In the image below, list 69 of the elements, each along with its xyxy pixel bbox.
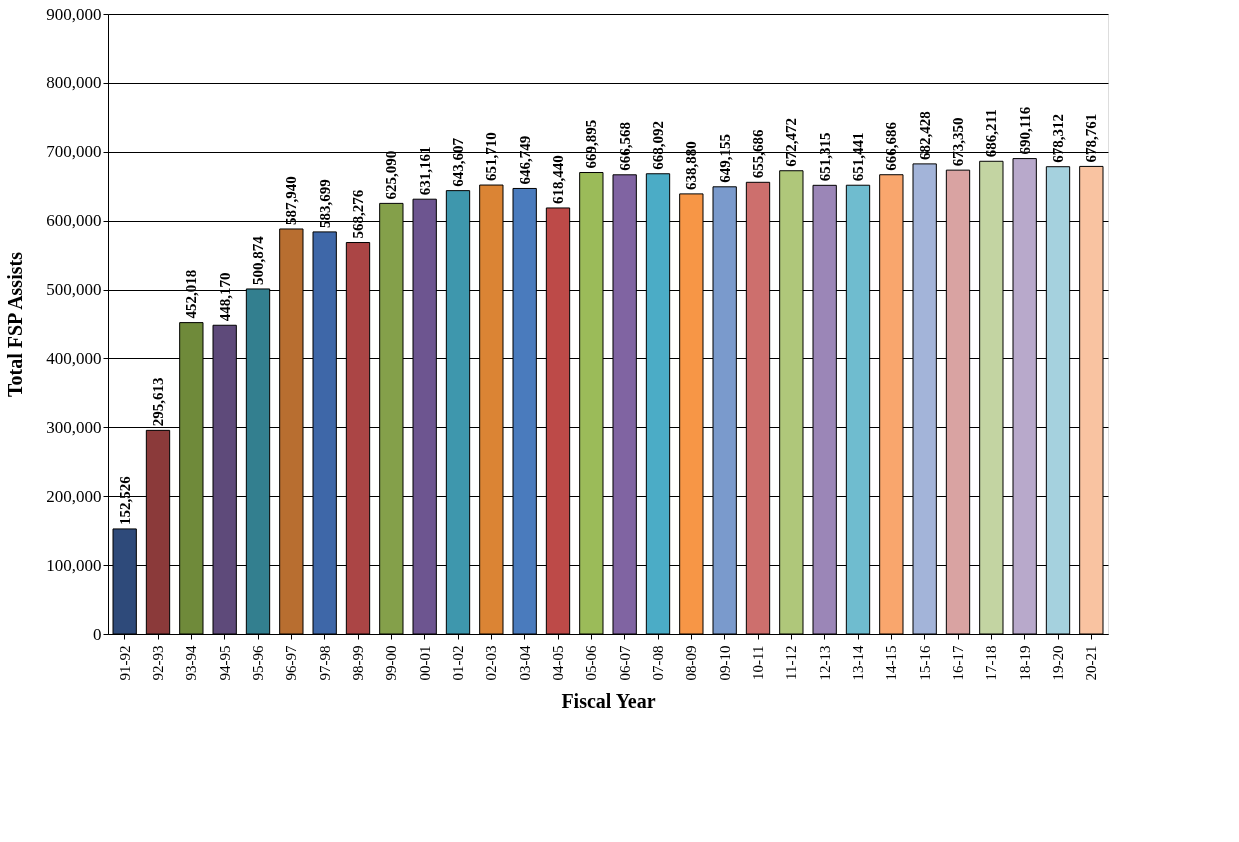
data-label: 152,526 bbox=[116, 475, 133, 525]
x-tick-label: 93-94 bbox=[183, 645, 200, 681]
data-label: 669,895 bbox=[583, 119, 600, 169]
x-tick-label: 96-97 bbox=[283, 645, 300, 681]
y-tick-label: 300,000 bbox=[46, 417, 102, 437]
y-tick-label: 200,000 bbox=[46, 486, 102, 506]
data-label: 500,874 bbox=[250, 235, 266, 285]
data-label: 651,441 bbox=[850, 132, 866, 182]
data-label: 655,686 bbox=[750, 129, 766, 179]
y-tick-label: 100,000 bbox=[46, 555, 102, 575]
x-tick-label: 94-95 bbox=[216, 645, 233, 681]
x-tick-label: 18-19 bbox=[1016, 645, 1033, 681]
x-tick-label: 03-04 bbox=[516, 645, 533, 681]
data-label: 295,613 bbox=[150, 377, 166, 427]
x-tick-label: 11-12 bbox=[783, 645, 800, 680]
data-label: 452,018 bbox=[183, 269, 200, 319]
x-tick-label: 09-10 bbox=[716, 645, 733, 681]
x-tick-label: 91-92 bbox=[116, 645, 133, 681]
data-label: 690,116 bbox=[1016, 106, 1033, 155]
data-label: 651,315 bbox=[816, 132, 833, 182]
x-tick-label: 02-03 bbox=[483, 645, 500, 681]
x-tick-label: 00-01 bbox=[416, 645, 433, 681]
x-tick-label: 14-15 bbox=[883, 645, 900, 681]
data-label: 682,428 bbox=[916, 111, 933, 160]
x-tick-label: 95-96 bbox=[250, 645, 266, 681]
y-axis-title: Total FSP Assists bbox=[4, 251, 27, 397]
data-label: 618,440 bbox=[550, 155, 566, 204]
x-tick-label: 06-07 bbox=[616, 645, 633, 681]
x-tick-label: 98-99 bbox=[350, 645, 366, 681]
y-tick-label: 800,000 bbox=[46, 73, 102, 93]
data-label: 631,161 bbox=[416, 146, 433, 196]
x-tick-label: 97-98 bbox=[316, 645, 333, 681]
data-label: 638,880 bbox=[683, 141, 700, 190]
data-label: 668,092 bbox=[650, 121, 666, 170]
y-tick-label: 400,000 bbox=[46, 348, 102, 368]
data-label: 651,710 bbox=[483, 132, 500, 182]
y-tick-label: 500,000 bbox=[46, 280, 102, 300]
x-tick-label: 15-16 bbox=[916, 645, 933, 681]
data-label: 666,568 bbox=[616, 122, 633, 171]
data-label: 678,761 bbox=[1083, 113, 1100, 163]
x-tick-label: 12-13 bbox=[816, 645, 833, 681]
data-label: 673,350 bbox=[950, 117, 966, 167]
data-label: 643,607 bbox=[450, 137, 466, 187]
y-tick-label: 900,000 bbox=[46, 4, 102, 24]
x-tick-label: 92-93 bbox=[150, 645, 166, 681]
x-tick-label: 20-21 bbox=[1083, 645, 1100, 681]
y-tick-label: 700,000 bbox=[46, 142, 102, 162]
data-label: 646,749 bbox=[516, 135, 533, 185]
y-tick-label: 600,000 bbox=[46, 211, 102, 231]
data-label: 666,686 bbox=[883, 121, 900, 171]
x-tick-label: 04-05 bbox=[550, 645, 566, 681]
x-tick-label: 05-06 bbox=[583, 645, 600, 681]
data-label: 587,940 bbox=[283, 176, 300, 225]
y-tick-label: 0 bbox=[93, 624, 102, 644]
x-tick-label: 07-08 bbox=[650, 645, 666, 681]
data-label: 625,090 bbox=[383, 150, 400, 200]
x-tick-label: 16-17 bbox=[950, 645, 966, 681]
data-label: 672,472 bbox=[783, 117, 800, 167]
x-tick-label: 01-02 bbox=[450, 645, 466, 681]
data-label: 678,312 bbox=[1050, 113, 1066, 163]
x-tick-label: 19-20 bbox=[1050, 645, 1066, 681]
x-tick-label: 17-18 bbox=[983, 645, 1000, 681]
data-label: 686,211 bbox=[983, 109, 1000, 158]
x-tick-label: 13-14 bbox=[850, 645, 866, 681]
data-label: 583,699 bbox=[316, 179, 333, 228]
x-tick-label: 10-11 bbox=[750, 645, 766, 680]
x-tick-label: 99-00 bbox=[383, 645, 400, 681]
x-tick-label: 08-09 bbox=[683, 645, 700, 681]
x-axis-title: Fiscal Year bbox=[561, 690, 656, 713]
